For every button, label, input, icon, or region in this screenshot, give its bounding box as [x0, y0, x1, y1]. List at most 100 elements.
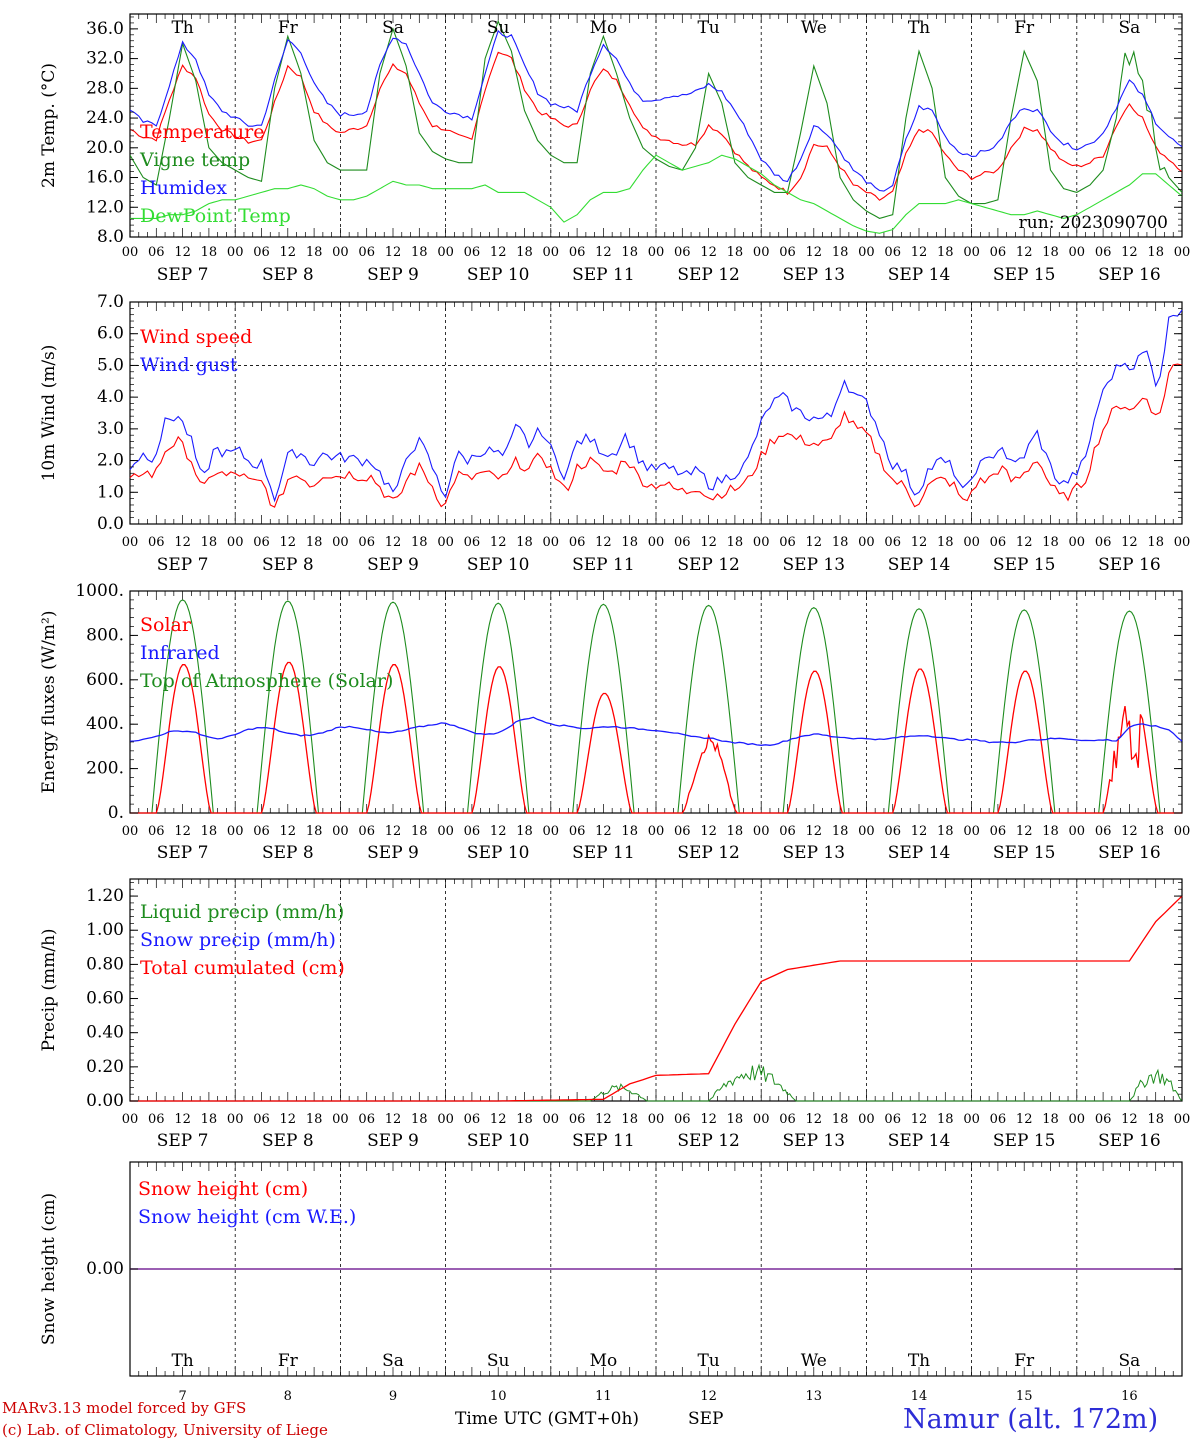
hour-tick-label: 00 — [1174, 245, 1191, 260]
day-number-label: 16 — [1121, 1389, 1138, 1404]
hour-tick-label: 00 — [437, 535, 454, 550]
hour-tick-label: 18 — [1042, 535, 1059, 550]
hour-tick-label: 12 — [490, 824, 507, 839]
hour-tick-label: 00 — [1069, 824, 1086, 839]
hour-tick-label: 00 — [122, 1112, 139, 1127]
panel-2: 0.0 1.0 2.0 3.0 4.0 5.0 6.0 7.0 10m Wind (m/s) Wi… — [39, 292, 1190, 575]
panel-frame — [129, 13, 1183, 238]
date-label: SEP 14 — [888, 843, 951, 863]
hour-tick-label: 06 — [569, 824, 586, 839]
hour-tick-label: 06 — [990, 1112, 1007, 1127]
hour-tick-label: 12 — [385, 535, 402, 550]
hour-tick-label: 06 — [990, 245, 1007, 260]
date-label: SEP 8 — [262, 265, 314, 285]
hour-tick-label: 00 — [963, 245, 980, 260]
hour-tick-label: 06 — [674, 1112, 691, 1127]
hour-tick-label: 12 — [595, 824, 612, 839]
y-tick-label: 1.00 — [86, 920, 124, 940]
weekday-label: Su — [487, 1351, 510, 1371]
series-line-lightgreen — [130, 154, 1182, 234]
weekday-label: We — [801, 1351, 827, 1371]
hour-tick-label: 00 — [1174, 1112, 1191, 1127]
y-tick-label: 16.0 — [86, 168, 124, 188]
day-number-label: 12 — [700, 1389, 717, 1404]
hour-tick-label: 00 — [332, 535, 349, 550]
legend-entry: Solar — [140, 614, 192, 636]
day-number-label: 11 — [595, 1389, 612, 1404]
hour-tick-label: 18 — [937, 535, 954, 550]
weekday-label: Th — [908, 18, 930, 38]
hour-tick-label: 18 — [306, 1112, 323, 1127]
date-label: SEP 14 — [888, 265, 951, 285]
y-tick-label: 200. — [86, 759, 124, 779]
time-axis-label: Time UTC (GMT+0h) — [455, 1409, 639, 1429]
hour-tick-label: 12 — [911, 824, 928, 839]
hour-tick-label: 18 — [201, 245, 218, 260]
hour-tick-label: 12 — [174, 245, 191, 260]
hour-tick-label: 12 — [700, 1112, 717, 1127]
y-axis-label: 10m Wind (m/s) — [39, 345, 59, 482]
date-label: SEP 10 — [467, 555, 530, 575]
date-label: SEP 12 — [677, 843, 740, 863]
date-label: SEP 15 — [993, 555, 1056, 575]
hour-tick-label: 06 — [148, 1112, 165, 1127]
hour-tick-label: 18 — [411, 535, 428, 550]
hour-tick-label: 06 — [569, 245, 586, 260]
hour-tick-label: 00 — [858, 535, 875, 550]
date-label: SEP 10 — [467, 265, 530, 285]
date-label: SEP 9 — [367, 843, 419, 863]
hour-tick-label: 18 — [1147, 1112, 1164, 1127]
hour-tick-label: 00 — [437, 245, 454, 260]
date-label: SEP 15 — [993, 1131, 1056, 1151]
y-axis-label: Snow height (cm) — [39, 1193, 59, 1345]
y-tick-label: 600. — [86, 670, 124, 690]
date-label: SEP 12 — [677, 265, 740, 285]
hour-tick-label: 12 — [806, 245, 823, 260]
weekday-label: Sa — [382, 1351, 404, 1371]
y-tick-label: 12.0 — [86, 197, 124, 217]
hour-tick-label: 18 — [727, 535, 744, 550]
hour-tick-label: 18 — [937, 824, 954, 839]
hour-tick-label: 18 — [1147, 535, 1164, 550]
hour-tick-label: 00 — [753, 245, 770, 260]
y-tick-label: 0.0 — [97, 514, 124, 534]
hour-tick-label: 06 — [674, 535, 691, 550]
date-label: SEP 14 — [888, 1131, 951, 1151]
y-tick-label: 0.00 — [86, 1091, 124, 1111]
hour-tick-label: 00 — [1174, 535, 1191, 550]
y-tick-label: 6.0 — [97, 324, 124, 344]
hour-tick-label: 18 — [411, 245, 428, 260]
weekday-label: Fr — [278, 1351, 299, 1371]
hour-tick-label: 00 — [227, 824, 244, 839]
hour-tick-label: 06 — [253, 824, 270, 839]
hour-tick-label: 06 — [569, 535, 586, 550]
date-label: SEP 11 — [572, 1131, 635, 1151]
y-tick-label: 5.0 — [97, 355, 124, 375]
series-line-red — [130, 51, 1182, 201]
hour-tick-label: 18 — [1147, 824, 1164, 839]
day-number-label: 10 — [490, 1389, 507, 1404]
hour-tick-label: 12 — [700, 245, 717, 260]
date-label: SEP 16 — [1098, 843, 1161, 863]
y-tick-label: 4.0 — [97, 387, 124, 407]
y-tick-label: 0.80 — [86, 954, 124, 974]
hour-tick-label: 18 — [832, 824, 849, 839]
panel-4: 0.00 0.20 0.40 0.60 0.80 1.00 1.20 Precip (mm/h… — [39, 878, 1191, 1151]
hour-tick-label: 00 — [543, 824, 560, 839]
date-label: SEP 10 — [467, 1131, 530, 1151]
date-label: SEP 9 — [367, 1131, 419, 1151]
chart-panels: 8.0 12.0 16.0 20.0 24.0 28.0 32.0 36.0 2m Temp. … — [39, 13, 1191, 1404]
hour-tick-label: 18 — [621, 1112, 638, 1127]
date-label: SEP 9 — [367, 555, 419, 575]
hour-tick-label: 18 — [1147, 245, 1164, 260]
hour-tick-label: 12 — [1016, 535, 1033, 550]
y-axis-label: 2m Temp. (°C) — [39, 63, 59, 188]
series-group — [130, 19, 1182, 234]
weekday-label: Th — [171, 18, 193, 38]
hour-tick-label: 18 — [201, 1112, 218, 1127]
hour-tick-label: 18 — [1042, 824, 1059, 839]
hour-tick-label: 00 — [1069, 1112, 1086, 1127]
hour-tick-label: 00 — [1069, 245, 1086, 260]
weekday-label: Sa — [382, 18, 404, 38]
hour-tick-label: 18 — [201, 824, 218, 839]
